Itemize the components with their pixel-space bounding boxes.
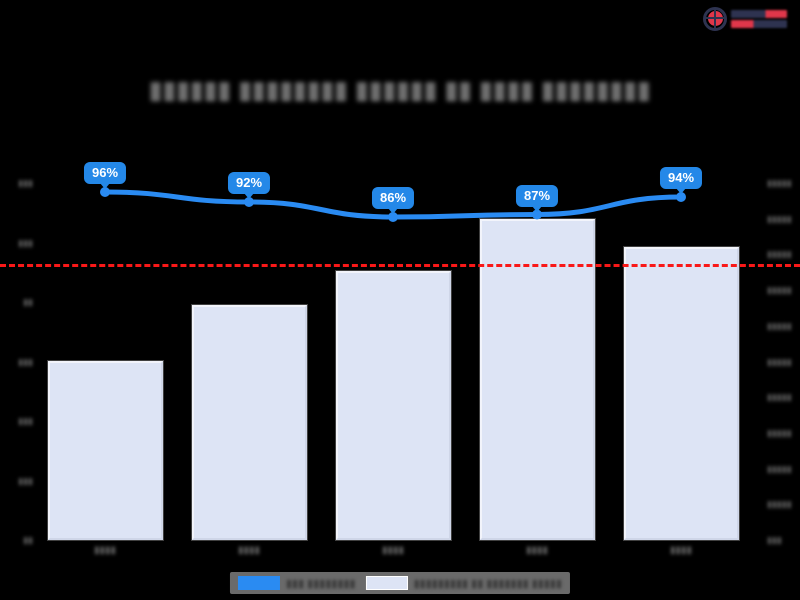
logo-mark-icon: [702, 6, 728, 32]
x-axis-label-2: ▮▮▮▮: [237, 545, 260, 556]
left-axis: ▮▮▮ ▮▮▮ ▮▮ ▮▮▮ ▮▮▮ ▮▮▮ ▮▮: [2, 175, 36, 545]
reference-line: [0, 264, 800, 267]
bar-3[interactable]: [335, 270, 451, 540]
data-label-3: 86%: [371, 187, 415, 209]
axis-right-tick-8: ▮▮▮▮▮: [767, 427, 792, 438]
legend-item-2[interactable]: ▮▮▮▮▮▮▮▮▮ ▮▮ ▮▮▮▮▮▮▮ ▮▮▮▮▮: [365, 576, 563, 590]
legend-label-2: ▮▮▮▮▮▮▮▮▮ ▮▮ ▮▮▮▮▮▮▮ ▮▮▮▮▮: [413, 577, 563, 590]
logo-wordmark-line2: [731, 20, 787, 28]
x-axis-label-4: ▮▮▮▮: [525, 545, 548, 556]
axis-right-tick-9: ▮▮▮▮▮: [767, 463, 792, 474]
legend-label-1: ▮▮▮ ▮▮▮▮▮▮▮▮: [285, 577, 356, 590]
legend-item-1[interactable]: ▮▮▮ ▮▮▮▮▮▮▮▮: [237, 576, 356, 590]
axis-right-tick-1: ▮▮▮▮▮: [767, 178, 792, 188]
axis-left-tick-5: ▮▮▮: [18, 416, 33, 426]
legend-swatch-1: [237, 576, 280, 590]
axis-left-tick-7: ▮▮: [23, 535, 33, 545]
data-label-1: 96%: [83, 162, 127, 184]
x-axis-label-5: ▮▮▮▮: [669, 545, 692, 556]
data-label-5: 94%: [659, 167, 703, 189]
axis-left-tick-4: ▮▮▮: [18, 356, 33, 367]
brand-logo: [702, 4, 794, 34]
axis-left-tick-6: ▮▮▮: [18, 475, 33, 486]
axis-right-tick-2: ▮▮▮▮▮: [767, 213, 792, 224]
axis-right-tick-11: ▮▮▮: [767, 535, 782, 545]
chart-legend[interactable]: ▮▮▮ ▮▮▮▮▮▮▮▮ ▮▮▮▮▮▮▮▮▮ ▮▮ ▮▮▮▮▮▮▮ ▮▮▮▮▮: [229, 572, 571, 594]
data-label-4: 87%: [515, 184, 559, 207]
x-axis-label-1: ▮▮▮▮: [93, 545, 116, 556]
axis-right-tick-3: ▮▮▮▮▮: [767, 249, 792, 260]
axis-right-tick-7: ▮▮▮▮▮: [767, 392, 792, 403]
axis-right-tick-10: ▮▮▮▮▮: [767, 499, 792, 510]
axis-left-tick-2: ▮▮▮: [18, 237, 33, 248]
axis-left-tick-1: ▮▮▮: [18, 178, 33, 188]
data-label-2: 92%: [227, 172, 271, 194]
axis-right-tick-6: ▮▮▮▮▮: [767, 356, 792, 367]
axis-right-tick-5: ▮▮▮▮▮: [767, 320, 792, 331]
logo-wordmark: [731, 10, 787, 28]
right-axis: ▮▮▮▮▮ ▮▮▮▮▮ ▮▮▮▮▮ ▮▮▮▮▮ ▮▮▮▮▮ ▮▮▮▮▮ ▮▮▮▮▮ ▮▮▮▮▮…: [764, 175, 798, 545]
bar-1[interactable]: [47, 360, 163, 540]
x-axis-label-3: ▮▮▮▮: [381, 545, 404, 556]
chart-title: ▮▮▮▮▮▮ ▮▮▮▮▮▮▮▮ ▮▮▮▮▮▮ ▮▮ ▮▮▮▮ ▮▮▮▮▮▮▮▮: [149, 77, 651, 104]
axis-right-tick-4: ▮▮▮▮▮: [767, 285, 792, 296]
bar-2[interactable]: [191, 305, 307, 540]
bar-4[interactable]: [479, 219, 595, 540]
axis-left-tick-3: ▮▮: [23, 297, 33, 307]
logo-wordmark-line1: [731, 10, 787, 18]
bar-5[interactable]: [623, 246, 739, 540]
legend-swatch-2: [365, 576, 408, 590]
